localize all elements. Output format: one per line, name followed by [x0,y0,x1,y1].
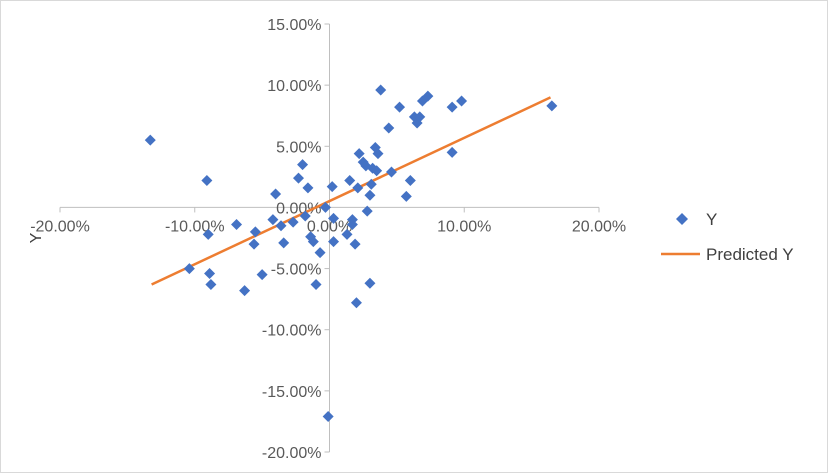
data-point [326,181,338,193]
data-point [352,182,364,194]
data-point [341,228,353,240]
x-tick-label: -20.00% [30,218,90,235]
data-point [293,172,305,184]
data-point [231,219,243,231]
data-point [383,122,395,134]
data-point [404,175,416,187]
data-point [204,267,216,279]
predicted-y-line [151,96,552,286]
y-series [144,84,558,423]
data-point [249,226,261,238]
x-tick-label: 20.00% [572,218,626,235]
data-point [248,238,260,250]
data-point [344,175,356,187]
y-tick-label: -20.00% [262,445,322,462]
legend-label-predicted-y: Predicted Y [706,245,794,264]
data-point [346,219,358,231]
data-point [256,269,268,281]
y-tick-label: -5.00% [271,262,322,279]
data-point [278,237,290,249]
x-tick-label: -10.00% [165,218,225,235]
data-point [302,182,314,194]
data-point [310,278,322,290]
y-tick-label: -15.00% [262,384,322,401]
data-point [375,84,387,96]
y-tick-labels: 15.00% 10.00% 5.00% 0.00% -5.00% -10.00% -15.0… [262,17,322,462]
x-tick-label: 10.00% [437,218,491,235]
data-point [328,236,340,248]
data-point [297,159,309,171]
x-tick-label: 0.00% [307,218,352,235]
legend-marker-y [676,213,688,225]
data-point [201,175,213,187]
data-point [456,95,468,107]
data-point [307,236,319,248]
data-point [183,263,195,275]
data-point [144,134,156,146]
data-point [353,148,365,160]
data-point [546,100,558,112]
data-point [287,216,299,228]
data-point [350,297,362,309]
data-point [385,166,397,178]
data-point [364,189,376,201]
data-point [446,146,458,158]
legend-label-y: Y [706,210,717,229]
data-point [361,205,373,217]
data-point [446,101,458,113]
data-point [205,278,217,290]
data-point [372,148,384,160]
data-point [239,285,251,297]
data-point [270,188,282,200]
y-axis-title: Y [28,232,45,243]
legend: Y Predicted Y [661,210,794,264]
y-tick-label: -10.00% [262,323,322,340]
x-tick-labels: -20.00% -10.00% 0.00% 10.00% 20.00% [30,218,626,235]
data-point [394,101,406,113]
data-point [414,111,426,123]
data-point [319,201,331,213]
data-point [275,220,287,232]
data-point [328,212,340,224]
y-tick-label: 10.00% [267,78,321,95]
y-tick-label: 5.00% [276,139,321,156]
predicted-y-series [151,96,552,286]
data-point [371,165,383,177]
data-point [365,178,377,190]
data-point [364,277,376,289]
y-tick-label: 15.00% [267,17,321,34]
data-point [202,228,214,240]
data-point [322,411,334,423]
data-point [349,238,361,250]
data-point [422,90,434,102]
data-point [314,247,326,259]
data-point [400,190,412,202]
y-tick-label: 0.00% [276,200,321,217]
data-point [299,210,311,222]
axes [59,23,600,453]
data-point [267,214,279,226]
